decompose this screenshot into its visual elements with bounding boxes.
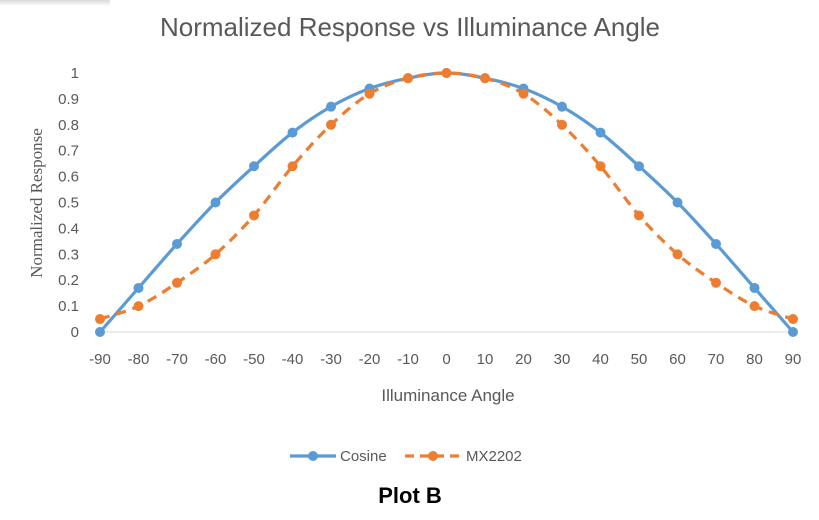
x-tick-label: -40 — [282, 351, 304, 368]
x-tick-label: -70 — [166, 351, 188, 368]
x-tick-label: 10 — [477, 351, 494, 368]
y-tick-label: 0.8 — [58, 117, 79, 134]
x-axis-label: Illuminance Angle — [381, 386, 514, 405]
data-point-mx2202 — [364, 88, 375, 99]
data-point-mx2202 — [133, 301, 144, 312]
y-tick-label: 1 — [71, 65, 79, 82]
data-point-mx2202 — [287, 161, 298, 172]
data-point-mx2202 — [249, 210, 259, 221]
data-point-mx2202 — [788, 314, 798, 325]
series-mx2202 — [95, 68, 798, 325]
data-point-cosine — [557, 101, 567, 112]
y-tick-label: 0.7 — [58, 143, 79, 160]
data-point-cosine — [634, 161, 644, 172]
data-point-cosine — [788, 327, 798, 337]
x-axis-ticks: -90 -80 -70 -60 -50 -40 -30 -20 -10 0 10 20 30 40 50 60… — [89, 351, 801, 368]
data-point-mx2202 — [595, 161, 606, 172]
y-tick-label: 0.5 — [58, 195, 79, 212]
x-tick-label: 70 — [708, 351, 725, 368]
chart-title: Normalized Response vs Illuminance Angle — [160, 12, 660, 42]
legend-marker-cosine — [308, 451, 318, 461]
data-point-mx2202 — [480, 73, 490, 84]
x-tick-label: 60 — [669, 351, 686, 368]
data-point-mx2202 — [326, 119, 336, 130]
data-point-cosine — [711, 238, 721, 249]
data-point-mx2202 — [557, 119, 567, 130]
x-tick-label: 0 — [442, 351, 450, 368]
y-tick-label: 0.3 — [58, 246, 79, 263]
series-line-cosine — [98, 71, 795, 334]
corner-shadow — [0, 0, 110, 6]
x-tick-label: 90 — [785, 351, 802, 368]
y-tick-label: 0 — [71, 324, 79, 341]
x-tick-label: 80 — [746, 351, 763, 368]
x-tick-label: 20 — [515, 351, 532, 368]
x-tick-label: -20 — [359, 351, 381, 368]
y-tick-label: 0.9 — [58, 91, 79, 108]
data-point-cosine — [749, 282, 760, 293]
legend-item-cosine: Cosine — [290, 448, 387, 465]
data-point-mx2202 — [711, 277, 721, 288]
x-tick-label: -60 — [205, 351, 227, 368]
data-point-cosine — [210, 197, 221, 208]
data-point-mx2202 — [634, 210, 644, 221]
series-line-mx2202 — [99, 71, 794, 321]
x-tick-label: -50 — [243, 351, 265, 368]
data-point-mx2202 — [749, 301, 760, 312]
y-axis-label: Normalized Response — [27, 128, 46, 278]
x-tick-label: 40 — [592, 351, 609, 368]
y-tick-label: 0.2 — [58, 272, 79, 289]
data-point-cosine — [95, 327, 105, 337]
data-point-cosine — [326, 101, 336, 112]
y-tick-label: 0.6 — [58, 169, 79, 186]
data-point-cosine — [249, 161, 259, 172]
x-tick-label: 30 — [554, 351, 571, 368]
legend-marker-mx2202 — [428, 451, 438, 461]
data-point-cosine — [287, 127, 298, 138]
x-tick-label: 50 — [631, 351, 648, 368]
data-point-cosine — [172, 238, 182, 249]
x-tick-label: -30 — [320, 351, 342, 368]
data-point-mx2202 — [403, 73, 413, 84]
data-point-mx2202 — [441, 68, 452, 78]
legend-label-mx2202: MX2202 — [466, 448, 522, 465]
y-tick-label: 0.1 — [58, 298, 79, 315]
data-point-mx2202 — [95, 314, 105, 325]
series-layer — [95, 68, 798, 337]
legend-item-mx2202: MX2202 — [405, 448, 522, 465]
plot-caption: Plot B — [378, 483, 442, 508]
data-point-mx2202 — [518, 88, 529, 99]
data-point-cosine — [672, 197, 683, 208]
x-tick-label: -80 — [128, 351, 150, 368]
series-cosine — [95, 68, 798, 337]
y-tick-label: 0.4 — [58, 220, 79, 237]
data-point-mx2202 — [672, 249, 683, 260]
y-axis-ticks: 0 0.1 0.2 0.3 0.4 0.5 0.6 0.7 0.8 0.9 1 — [58, 65, 79, 341]
data-point-mx2202 — [172, 277, 182, 288]
data-point-cosine — [133, 282, 144, 293]
data-point-mx2202 — [210, 249, 221, 260]
legend-label-cosine: Cosine — [340, 448, 387, 465]
legend: Cosine MX2202 — [290, 448, 522, 465]
data-point-cosine — [595, 127, 606, 138]
x-tick-label: -10 — [397, 351, 419, 368]
x-tick-label: -90 — [89, 351, 111, 368]
